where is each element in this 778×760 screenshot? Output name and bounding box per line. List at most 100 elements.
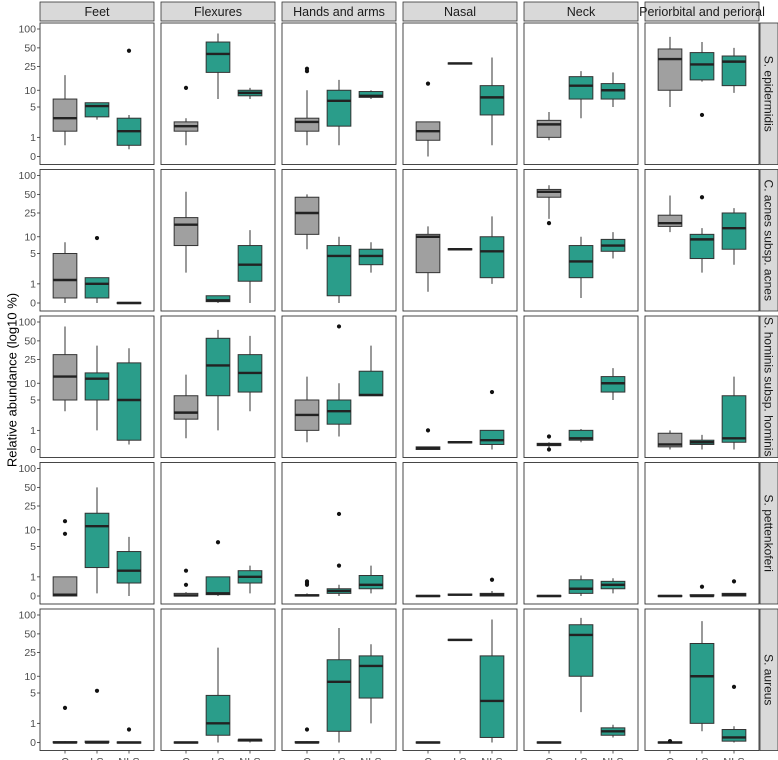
box-ls (689, 52, 715, 81)
outlier-point (62, 705, 68, 710)
outlier-point (62, 519, 68, 524)
facet-strip-periorbital-and-perioral (644, 1, 760, 22)
facet-strip-nasal (402, 1, 518, 22)
panel-s-aureus-feet (39, 608, 155, 751)
box-nls (358, 370, 384, 397)
box-c (657, 214, 683, 227)
outlier-point (304, 579, 310, 584)
box-ls (205, 694, 231, 736)
y-tick-label: 1 (30, 132, 36, 144)
y-tick-label: 50 (24, 336, 36, 348)
x-tick-label-c: C (303, 757, 311, 760)
box-c (173, 395, 199, 420)
outlier-point (62, 531, 68, 536)
y-tick-label: 100 (18, 317, 36, 329)
box-ls (326, 245, 352, 297)
box-c (52, 252, 78, 299)
outlier-point (425, 81, 431, 86)
y-tick-label: 0 (30, 444, 36, 456)
x-tick-label-ls: LS (90, 757, 103, 760)
outlier-point (336, 563, 342, 568)
y-tick-label: 1 (30, 572, 36, 584)
y-tick-label: 5 (30, 688, 36, 700)
box-ls (84, 102, 110, 118)
y-tick-label: 25 (24, 208, 36, 220)
box-ls (689, 642, 715, 724)
y-tick-label: 5 (30, 541, 36, 553)
outlier-point (546, 221, 552, 226)
outlier-point (667, 739, 673, 744)
box-ls (568, 579, 594, 594)
box-nls (479, 85, 505, 116)
box-nls (721, 55, 747, 87)
y-tick-label: 5 (30, 102, 36, 114)
facet-strip-s-epidermidis (759, 22, 778, 165)
x-tick-label-nls: NLS (239, 757, 260, 760)
y-tick-label: 10 (24, 85, 36, 97)
box-c (536, 188, 562, 198)
x-tick-label-c: C (61, 757, 69, 760)
y-tick-label: 5 (30, 395, 36, 407)
box-ls (568, 624, 594, 677)
y-tick-label: 0 (30, 298, 36, 310)
x-tick-label-c: C (545, 757, 553, 760)
box-nls (479, 429, 505, 445)
box-c (294, 196, 320, 235)
box-ls (205, 295, 231, 303)
y-tick-label: 100 (18, 463, 36, 475)
facet-strip-hands-and-arms (281, 1, 397, 22)
outlier-point (336, 324, 342, 329)
y-axis-label-container: Relative abundance (log10 %) (0, 0, 24, 760)
box-ls (205, 41, 231, 73)
outlier-point (699, 195, 705, 200)
box-ls (326, 89, 352, 127)
outlier-point (699, 112, 705, 118)
box-nls (237, 245, 263, 282)
x-tick-label-ls: LS (453, 757, 466, 760)
facet-label-hands-and-arms: Hands and arms (293, 5, 385, 19)
y-tick-label: 50 (24, 482, 36, 494)
box-ls (326, 659, 352, 732)
y-tick-label: 0 (30, 591, 36, 603)
box-c (536, 119, 562, 138)
x-tick-label-ls: LS (332, 757, 345, 760)
outlier-point (183, 85, 189, 90)
box-ls (84, 372, 110, 401)
facet-strip-neck (523, 1, 639, 22)
x-tick-label-nls: NLS (481, 757, 502, 760)
box-ls (205, 337, 231, 397)
x-tick-label-c: C (424, 757, 432, 760)
facet-strip-s-pettenkoferi (759, 462, 778, 605)
outlier-point (699, 584, 705, 589)
box-ls (568, 76, 594, 100)
facet-strip-s-hominis-subsp-hominis (759, 315, 778, 458)
outlier-point (731, 684, 737, 689)
facet-strip-c-acnes-subsp-acnes (759, 169, 778, 312)
y-tick-label: 50 (24, 629, 36, 641)
box-c (294, 117, 320, 132)
box-nls (116, 362, 142, 441)
outlier-point (183, 582, 189, 587)
panel-s-pettenkoferi-periorbital-and-perioral (644, 462, 760, 605)
facet-label-s-pettenkoferi: S. pettenkoferi (762, 495, 776, 572)
y-tick-label: 100 (18, 610, 36, 622)
y-tick-label: 10 (24, 671, 36, 683)
facet-label-nasal: Nasal (444, 5, 476, 19)
facet-label-neck: Neck (567, 5, 596, 19)
facet-strip-s-aureus (759, 608, 778, 751)
box-nls (479, 236, 505, 279)
box-ls (568, 429, 594, 441)
outlier-point (425, 428, 431, 433)
box-nls (721, 212, 747, 250)
facet-label-periorbital-and-perioral: Periorbital and perioral (639, 5, 765, 19)
outlier-point (304, 727, 310, 732)
box-nls (358, 655, 384, 699)
facet-strip-flexures (160, 1, 276, 22)
y-tick-label: 25 (24, 354, 36, 366)
outlier-point (183, 568, 189, 573)
y-tick-label: 0 (30, 151, 36, 163)
outlier-point (489, 577, 495, 582)
y-tick-label: 50 (24, 43, 36, 55)
box-nls (721, 395, 747, 443)
